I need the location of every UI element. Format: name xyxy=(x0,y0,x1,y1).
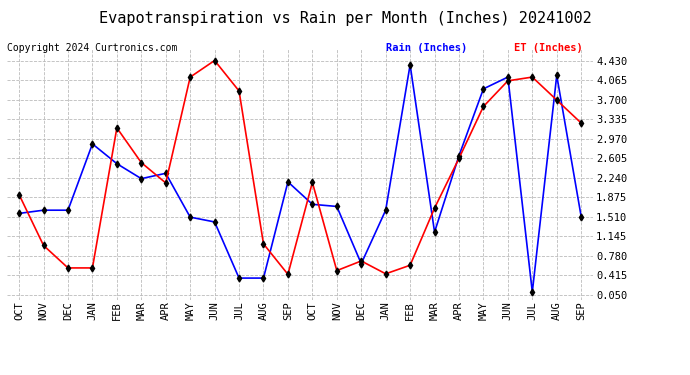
Text: Copyright 2024 Curtronics.com: Copyright 2024 Curtronics.com xyxy=(7,43,177,53)
Text: Evapotranspiration vs Rain per Month (Inches) 20241002: Evapotranspiration vs Rain per Month (In… xyxy=(99,11,591,26)
Text: Rain (Inches): Rain (Inches) xyxy=(386,43,468,53)
Text: ET (Inches): ET (Inches) xyxy=(514,43,583,53)
